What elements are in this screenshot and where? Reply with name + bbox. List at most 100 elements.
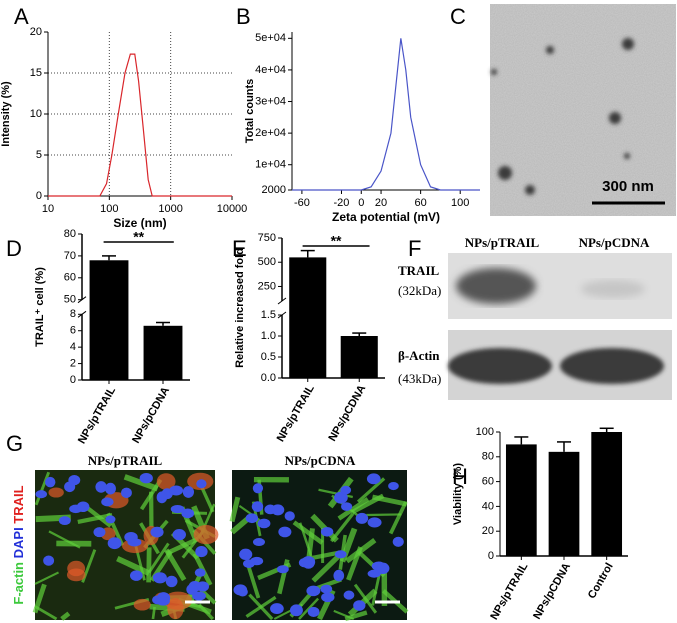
y-tick-label: 0.0 [261, 372, 276, 384]
trail-signal [67, 560, 86, 577]
column-title: NPs/pCDNA [285, 453, 356, 468]
nucleus [243, 559, 255, 568]
y-tick-label: 2000 [262, 184, 286, 196]
x-tick-label: 20 [375, 197, 387, 209]
trail-signal [193, 524, 219, 545]
nucleus [186, 584, 198, 595]
bar [505, 444, 537, 556]
actin-fiber [311, 554, 341, 583]
y-tick-label: 0 [36, 190, 42, 202]
x-tick-label: -60 [294, 197, 310, 209]
actin-fiber [330, 512, 355, 543]
y-tick-label: 60 [482, 476, 494, 488]
actin-fiber [34, 471, 51, 506]
nucleus [257, 518, 271, 529]
nucleus [105, 515, 116, 524]
y-tick-label: 70 [64, 250, 76, 262]
stain-label: DAPI [11, 527, 26, 558]
panel-letter: D [6, 236, 22, 261]
blot-band [560, 348, 664, 384]
nucleus [341, 502, 353, 511]
nucleus [353, 600, 366, 611]
panel-letter: B [236, 4, 251, 29]
bar [289, 257, 327, 378]
particles [491, 38, 634, 195]
row-size: (43kDa) [398, 371, 441, 386]
y-tick-label: 6 [70, 325, 76, 337]
actin-fiber [147, 542, 170, 574]
bar [89, 260, 129, 380]
y-tick-label: 60 [64, 272, 76, 284]
nucleus [150, 526, 164, 538]
actin-fiber [351, 493, 385, 515]
nucleus [252, 483, 264, 494]
nucleus [334, 491, 348, 504]
blot-band [448, 348, 552, 384]
actin-fiber [292, 520, 324, 545]
panel-letter: F [408, 236, 421, 261]
y-tick-label: 0.5 [261, 351, 276, 363]
panel-letter: A [14, 4, 29, 29]
y-tick-label: 5 [36, 149, 42, 161]
actin-fiber [298, 597, 320, 620]
nucleus [124, 532, 138, 543]
actin-fiber [346, 546, 363, 581]
nucleus [289, 604, 303, 617]
axis-break [77, 296, 87, 304]
bar [143, 325, 183, 380]
nucleus [195, 546, 208, 558]
actin-fiber [333, 609, 355, 620]
y-tick-label: 50 [64, 294, 76, 306]
actin-fiber [77, 512, 113, 524]
nucleus [343, 590, 355, 600]
nucleus [355, 512, 369, 524]
trail-signal [48, 487, 64, 498]
stain-legend: F-actin DAPI TRAIL [11, 485, 26, 604]
nucleus [139, 473, 153, 484]
y-tick-label: 40 [482, 500, 494, 512]
actin-fiber [356, 477, 386, 504]
x-tick-label: NPs/pTRAIL [488, 561, 530, 622]
nucleus [58, 516, 71, 526]
axis-break [277, 311, 287, 319]
nucleus [376, 562, 390, 575]
nucleus [192, 591, 206, 601]
nucleus [278, 526, 292, 538]
scale-bar-label: 300 nm [602, 178, 654, 195]
y-tick-label: 8 [70, 308, 76, 320]
actin-fiber [146, 547, 152, 583]
row-label: β-Actin [398, 348, 440, 363]
nucleus [43, 555, 55, 566]
actin-fiber [229, 496, 241, 523]
actin-fiber [248, 593, 274, 621]
x-tick-label: NPs/pCDNA [130, 385, 172, 446]
static-layer: 300 nm C F NPs/pTRAIL NPs/pCDNA TRAIL (3… [6, 4, 676, 622]
y-tick-label: 1e+04 [255, 159, 286, 171]
nucleus [307, 606, 320, 618]
micrograph-texture [490, 4, 676, 216]
y-axis-label: TRAIL⁺ cell (%) [34, 267, 46, 347]
stain-label: TRAIL [11, 485, 26, 523]
x-axis-label: Zeta potential (mV) [332, 210, 440, 224]
x-tick-label: 0 [358, 197, 364, 209]
nucleus [95, 481, 107, 493]
y-tick-label: 4e+04 [255, 64, 286, 76]
nucleus [107, 537, 122, 550]
actin-fiber [337, 497, 370, 521]
actin-fiber [34, 571, 60, 585]
actin-fiber [353, 583, 378, 614]
nucleus [366, 473, 381, 485]
nucleus [129, 570, 143, 581]
y-tick-label: 5e+04 [255, 32, 286, 44]
panel-letter: H [452, 464, 468, 489]
y-tick-label: 500 [258, 256, 276, 268]
x-tick-label: 60 [415, 197, 427, 209]
x-tick-label: 100 [451, 197, 469, 209]
y-tick-label: 15 [30, 67, 42, 79]
axis-break [277, 297, 287, 305]
actin-fiber [123, 474, 159, 492]
y-tick-label: 80 [482, 451, 494, 463]
nucleus [320, 584, 333, 594]
nucleus [270, 603, 284, 615]
nucleus [321, 592, 335, 603]
